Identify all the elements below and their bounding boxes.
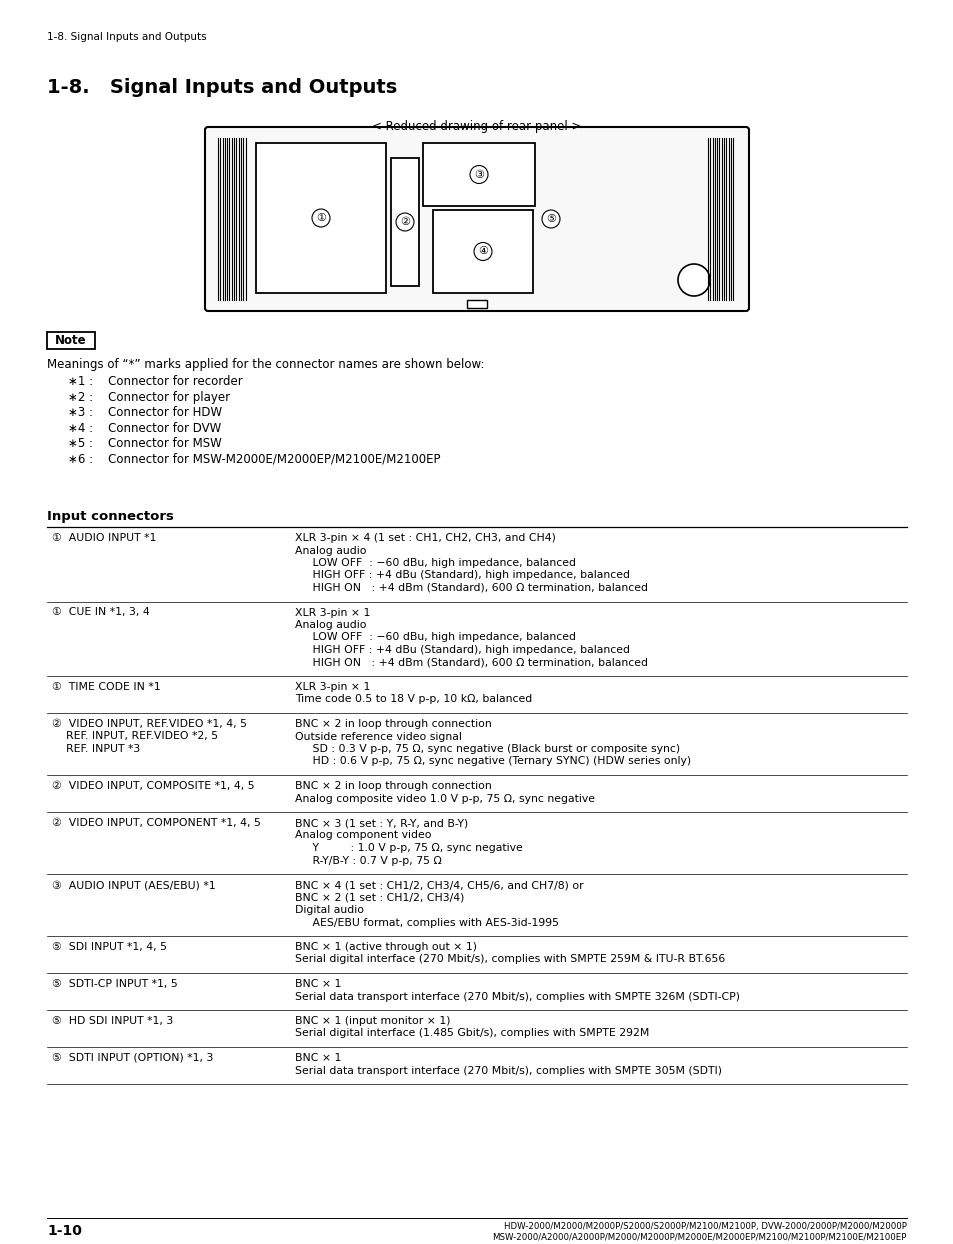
Text: Y         : 1.0 V p-p, 75 Ω, sync negative: Y : 1.0 V p-p, 75 Ω, sync negative [294,843,522,853]
Bar [255,143,386,294]
Text: Analog audio: Analog audio [294,546,366,556]
Text: < Reduced drawing of rear panel >: < Reduced drawing of rear panel > [372,119,581,133]
Bar [47,332,95,350]
Text: Serial data transport interface (270 Mbit/s), complies with SMPTE 305M (SDTI): Serial data transport interface (270 Mbi… [294,1066,721,1076]
Text: ∗5 :    Connector for MSW: ∗5 : Connector for MSW [68,437,221,450]
Text: Input connectors: Input connectors [47,510,173,522]
Text: Outside reference video signal: Outside reference video signal [294,731,461,741]
Text: REF. INPUT *3: REF. INPUT *3 [52,744,140,754]
Text: MSW-2000/A2000/A2000P/M2000/M2000P/M2000E/M2000EP/M2100/M2100P/M2100E/M2100EP: MSW-2000/A2000/A2000P/M2000/M2000P/M2000… [492,1232,906,1242]
Text: Meanings of “*” marks applied for the connector names are shown below:: Meanings of “*” marks applied for the co… [47,358,484,371]
Text: ∗2 :    Connector for player: ∗2 : Connector for player [68,391,230,403]
Text: ②  VIDEO INPUT, COMPOSITE *1, 4, 5: ② VIDEO INPUT, COMPOSITE *1, 4, 5 [52,781,254,791]
Text: HIGH OFF : +4 dBu (Standard), high impedance, balanced: HIGH OFF : +4 dBu (Standard), high imped… [294,644,629,656]
Text: Digital audio: Digital audio [294,904,364,916]
Text: R-Y/B-Y : 0.7 V p-p, 75 Ω: R-Y/B-Y : 0.7 V p-p, 75 Ω [294,856,441,866]
Text: BNC × 2 in loop through connection: BNC × 2 in loop through connection [294,781,491,791]
Text: ②  VIDEO INPUT, COMPONENT *1, 4, 5: ② VIDEO INPUT, COMPONENT *1, 4, 5 [52,819,260,829]
Text: ④: ④ [477,246,488,256]
Text: ∗3 :    Connector for HDW: ∗3 : Connector for HDW [68,406,222,419]
Text: BNC × 1: BNC × 1 [294,1052,341,1064]
Text: ∗4 :    Connector for DVW: ∗4 : Connector for DVW [68,422,221,434]
Text: XLR 3-pin × 4 (1 set : CH1, CH2, CH3, and CH4): XLR 3-pin × 4 (1 set : CH1, CH2, CH3, an… [294,532,556,542]
Text: ⑤  SDI INPUT *1, 4, 5: ⑤ SDI INPUT *1, 4, 5 [52,942,167,952]
Text: ∗6 :    Connector for MSW-M2000E/M2000EP/M2100E/M2100EP: ∗6 : Connector for MSW-M2000E/M2000EP/M2… [68,453,440,465]
Text: HDW-2000/M2000/M2000P/S2000/S2000P/M2100/M2100P, DVW-2000/2000P/M2000/M2000P: HDW-2000/M2000/M2000P/S2000/S2000P/M2100… [503,1222,906,1232]
FancyBboxPatch shape [205,127,748,311]
Text: 1-8.   Signal Inputs and Outputs: 1-8. Signal Inputs and Outputs [47,78,396,97]
Bar [467,300,486,309]
Text: HIGH ON   : +4 dBm (Standard), 600 Ω termination, balanced: HIGH ON : +4 dBm (Standard), 600 Ω termi… [294,658,647,668]
Text: REF. INPUT, REF.VIDEO *2, 5: REF. INPUT, REF.VIDEO *2, 5 [52,731,218,741]
Text: LOW OFF  : −60 dBu, high impedance, balanced: LOW OFF : −60 dBu, high impedance, balan… [294,632,576,642]
Text: BNC × 1: BNC × 1 [294,979,341,989]
Circle shape [474,243,492,260]
Text: Serial data transport interface (270 Mbit/s), complies with SMPTE 326M (SDTI-CP): Serial data transport interface (270 Mbi… [294,991,740,1001]
Text: ⑤: ⑤ [545,214,556,224]
Text: 1-8. Signal Inputs and Outputs: 1-8. Signal Inputs and Outputs [47,32,207,42]
Text: Analog component video: Analog component video [294,831,431,841]
Text: SD : 0.3 V p-p, 75 Ω, sync negative (Black burst or composite sync): SD : 0.3 V p-p, 75 Ω, sync negative (Bla… [294,744,679,754]
Text: Time code 0.5 to 18 V p-p, 10 kΩ, balanced: Time code 0.5 to 18 V p-p, 10 kΩ, balanc… [294,694,532,704]
Text: Analog composite video 1.0 V p-p, 75 Ω, sync negative: Analog composite video 1.0 V p-p, 75 Ω, … [294,794,595,804]
Circle shape [312,209,330,226]
Text: Analog audio: Analog audio [294,620,366,629]
Bar [391,158,418,286]
Text: BNC × 3 (1 set : Y, R-Y, and B-Y): BNC × 3 (1 set : Y, R-Y, and B-Y) [294,819,468,829]
Text: ⑤  SDTI INPUT (OPTION) *1, 3: ⑤ SDTI INPUT (OPTION) *1, 3 [52,1052,213,1064]
Text: ②: ② [399,216,410,226]
Bar [433,210,533,294]
Text: XLR 3-pin × 1: XLR 3-pin × 1 [294,607,370,617]
Text: AES/EBU format, complies with AES-3id-1995: AES/EBU format, complies with AES-3id-19… [294,918,558,928]
Text: ①: ① [315,213,326,223]
Circle shape [395,213,414,231]
Circle shape [470,165,488,184]
Text: BNC × 1 (active through out × 1): BNC × 1 (active through out × 1) [294,942,476,952]
Text: BNC × 1 (input monitor × 1): BNC × 1 (input monitor × 1) [294,1016,450,1026]
Text: HIGH OFF : +4 dBu (Standard), high impedance, balanced: HIGH OFF : +4 dBu (Standard), high imped… [294,571,629,581]
Text: LOW OFF  : −60 dBu, high impedance, balanced: LOW OFF : −60 dBu, high impedance, balan… [294,559,576,569]
Text: ②  VIDEO INPUT, REF.VIDEO *1, 4, 5: ② VIDEO INPUT, REF.VIDEO *1, 4, 5 [52,719,247,729]
Text: ①  CUE IN *1, 3, 4: ① CUE IN *1, 3, 4 [52,607,150,617]
Text: HD : 0.6 V p-p, 75 Ω, sync negative (Ternary SYNC) (HDW series only): HD : 0.6 V p-p, 75 Ω, sync negative (Ter… [294,756,690,766]
Text: HIGH ON   : +4 dBm (Standard), 600 Ω termination, balanced: HIGH ON : +4 dBm (Standard), 600 Ω termi… [294,583,647,593]
Text: ∗1 :    Connector for recorder: ∗1 : Connector for recorder [68,374,242,388]
Text: BNC × 2 in loop through connection: BNC × 2 in loop through connection [294,719,491,729]
Text: Serial digital interface (270 Mbit/s), complies with SMPTE 259M & ITU-R BT.656: Serial digital interface (270 Mbit/s), c… [294,954,724,964]
Text: ①  TIME CODE IN *1: ① TIME CODE IN *1 [52,682,160,692]
Text: ⑤  SDTI-CP INPUT *1, 5: ⑤ SDTI-CP INPUT *1, 5 [52,979,177,989]
Text: ③: ③ [474,169,483,179]
Text: ③  AUDIO INPUT (AES/EBU) *1: ③ AUDIO INPUT (AES/EBU) *1 [52,880,215,889]
Text: Serial digital interface (1.485 Gbit/s), complies with SMPTE 292M: Serial digital interface (1.485 Gbit/s),… [294,1029,649,1039]
Text: Note: Note [55,333,87,347]
Text: ⑤  HD SDI INPUT *1, 3: ⑤ HD SDI INPUT *1, 3 [52,1016,173,1026]
Text: BNC × 2 (1 set : CH1/2, CH3/4): BNC × 2 (1 set : CH1/2, CH3/4) [294,892,464,902]
Text: XLR 3-pin × 1: XLR 3-pin × 1 [294,682,370,692]
Text: BNC × 4 (1 set : CH1/2, CH3/4, CH5/6, and CH7/8) or: BNC × 4 (1 set : CH1/2, CH3/4, CH5/6, an… [294,880,583,889]
Text: ①  AUDIO INPUT *1: ① AUDIO INPUT *1 [52,532,156,542]
Circle shape [678,264,709,296]
Bar [422,143,535,207]
Text: 1-10: 1-10 [47,1224,82,1238]
Circle shape [541,210,559,228]
